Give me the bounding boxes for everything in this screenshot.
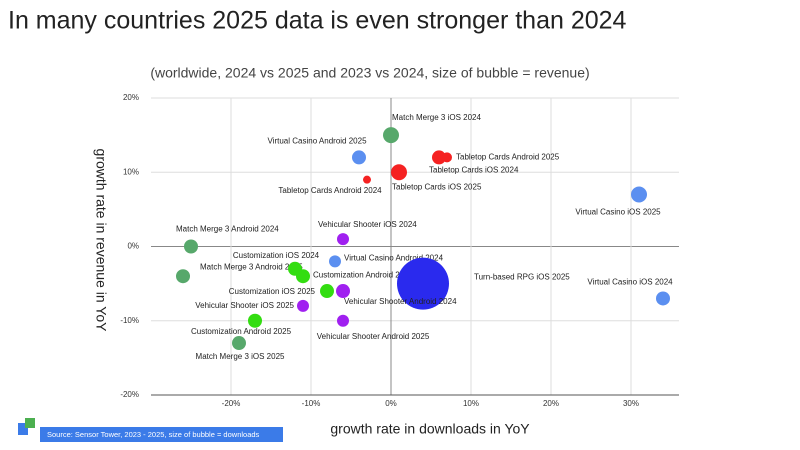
bubble (232, 336, 246, 351)
x-tick-label: 0% (385, 399, 397, 408)
source-box (40, 427, 283, 442)
bubble (631, 186, 647, 203)
y-axis-label: growth rate in revenue in YoY (93, 149, 109, 333)
chart-title: In many countries 2025 data is even stro… (8, 7, 627, 35)
y-tick-label: 20% (123, 93, 139, 102)
point-label: Vehicular Shooter Android 2025 (317, 332, 430, 341)
y-tick-label: 0% (127, 242, 139, 251)
bubble (363, 175, 371, 184)
point-label: Tabletop Cards iOS 2025 (392, 182, 482, 191)
x-axis-label: growth rate in downloads in YoY (330, 421, 530, 437)
point-label: Vehicular Shooter iOS 2024 (318, 220, 417, 229)
x-tick-label: 30% (623, 399, 639, 408)
y-tick-label: 10% (123, 167, 139, 176)
point-label: Customization Android 2025 (191, 327, 292, 336)
point-label: Customization Android 2024 (313, 270, 414, 279)
bubble (397, 257, 449, 310)
bubble (432, 150, 446, 165)
bubble (337, 233, 349, 246)
bubble (248, 313, 262, 328)
logo (18, 418, 35, 435)
bubble (184, 239, 198, 254)
x-tick-label: -20% (222, 399, 241, 408)
point-label: Vehicular Shooter Android 2024 (344, 297, 457, 306)
y-tick-label: -20% (120, 390, 139, 399)
bubble (336, 284, 350, 299)
bubble (391, 164, 407, 181)
x-tick-label: 10% (463, 399, 479, 408)
point-label: Customization iOS 2024 (233, 251, 320, 260)
point-label: Vehicular Shooter iOS 2025 (195, 301, 294, 310)
x-tick-label: 20% (543, 399, 559, 408)
point-label: Virtual Casino iOS 2024 (587, 278, 673, 287)
bubble (337, 314, 349, 327)
y-tick-label: -10% (120, 316, 139, 325)
bubble (296, 269, 310, 284)
point-label: Match Merge 3 iOS 2024 (392, 113, 481, 122)
chart-subtitle: (worldwide, 2024 vs 2025 and 2023 vs 202… (150, 65, 589, 81)
bubble (297, 299, 309, 312)
point-label: Match Merge 3 Android 2024 (176, 225, 279, 234)
point-label: Virtual Casino Android 2025 (267, 137, 367, 146)
point-label: Match Merge 3 Android 2025 (200, 262, 303, 271)
x-tick-label: -10% (302, 399, 321, 408)
point-label: Turn-based RPG iOS 2025 (474, 273, 570, 282)
bubble (656, 291, 670, 306)
bubble (176, 269, 190, 284)
point-label: Customization iOS 2025 (229, 287, 316, 296)
bubble (329, 255, 341, 268)
bubble (383, 127, 399, 144)
bubble (352, 150, 366, 165)
bubble (442, 152, 452, 163)
point-label: Virtual Casino iOS 2025 (575, 208, 661, 217)
point-label: Tabletop Cards iOS 2024 (429, 166, 519, 175)
point-label: Tabletop Cards Android 2025 (456, 153, 560, 162)
point-label: Tabletop Cards Android 2024 (278, 186, 382, 195)
point-label: Match Merge 3 iOS 2025 (196, 352, 285, 361)
bubble (320, 284, 334, 299)
source-note: Source: Sensor Tower, 2023 - 2025, size … (47, 430, 260, 439)
point-label: Virtual Casino Android 2024 (344, 253, 444, 262)
